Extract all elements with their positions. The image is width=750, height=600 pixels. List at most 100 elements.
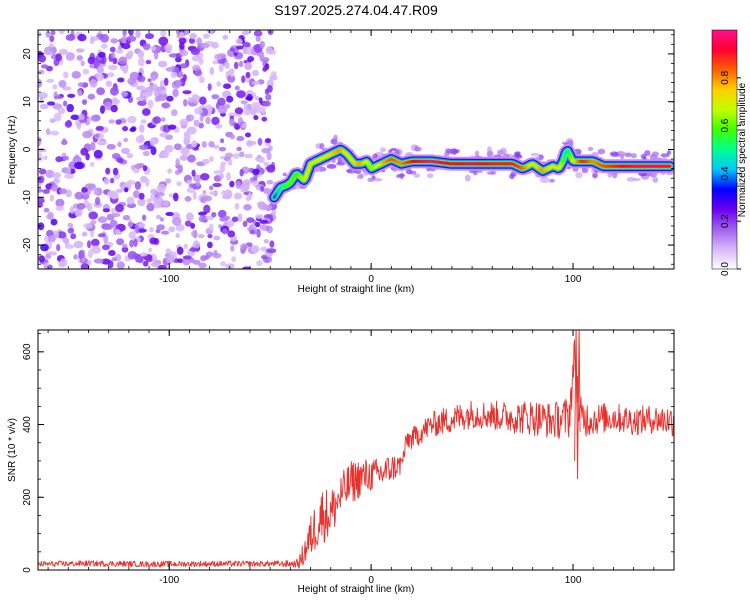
noise-speckle [118,56,128,65]
noise-speckle [198,57,204,66]
noise-speckle [81,231,88,237]
colorbar-tick-label: 0.6 [720,118,731,132]
noise-speckle [47,235,56,243]
ridge-halo [282,172,287,177]
noise-speckle [147,99,154,109]
noise-speckle [156,86,166,91]
noise-speckle [142,108,151,116]
noise-speckle [122,243,128,248]
noise-speckle [174,213,181,218]
noise-speckle [139,124,145,133]
noise-speckle [251,92,257,98]
noise-speckle [74,191,84,200]
noise-speckle [94,197,101,206]
noise-speckle [45,128,51,136]
noise-speckle [191,140,198,148]
noise-speckle [186,212,194,221]
ridge-halo [652,176,659,183]
noise-speckle [185,114,195,122]
noise-speckle [260,185,265,192]
noise-speckle [38,31,42,37]
noise-speckle [233,61,239,70]
noise-speckle [189,247,199,252]
noise-speckle [58,30,65,35]
noise-speckle [111,52,116,59]
noise-speckle [107,260,114,269]
noise-speckle [65,34,76,41]
noise-speckle [134,163,143,170]
noise-speckle [254,96,260,101]
noise-speckle [91,114,101,122]
noise-speckle [157,264,168,269]
noise-speckle [111,153,121,160]
noise-speckle [238,60,244,68]
ridge-halo [390,148,398,151]
noise-speckle [157,60,168,68]
noise-speckle [77,82,84,88]
figure-title: S197.2025.274.04.47.R09 [274,2,438,18]
noise-speckle [154,96,161,102]
noise-speckle [107,64,118,71]
noise-speckle [177,164,183,174]
noise-speckle [200,173,210,181]
noise-speckle [122,30,127,37]
noise-speckle [100,105,105,114]
noise-speckle [111,207,116,214]
noise-speckle [132,190,140,199]
noise-speckle [123,137,128,143]
noise-speckle [104,225,113,230]
noise-speckle [46,78,55,83]
y-tick-label: 0 [22,146,33,152]
noise-speckle [243,204,252,211]
noise-speckle [109,46,116,53]
noise-speckle [153,50,159,60]
noise-speckle [245,62,252,70]
noise-speckle [121,43,131,50]
noise-speckle [184,220,192,227]
noise-speckle [116,261,125,269]
noise-speckle [234,202,240,210]
noise-speckle [179,154,189,161]
ridge-halo [445,148,456,154]
noise-speckle [256,228,261,238]
noise-speckle [49,130,60,136]
noise-speckle [151,74,157,82]
noise-speckle [198,211,207,216]
noise-speckle [182,90,192,95]
noise-speckle [55,198,65,208]
noise-speckle [38,197,45,204]
noise-speckle [144,33,155,40]
noise-speckle [167,124,177,130]
noise-speckle [137,85,143,91]
noise-speckle [70,233,77,240]
colorbar-ticks: 0.0 0.2 0.4 0.6 0.8 [720,70,741,276]
noise-speckle [98,51,106,58]
noise-speckle [214,54,222,61]
y-tick-label: 400 [22,416,33,433]
noise-speckle [97,233,106,238]
x-tick-label: 0 [368,575,374,586]
noise-speckle [101,244,110,251]
noise-speckle [226,95,234,103]
noise-speckle [249,229,256,235]
noise-speckle [87,93,96,100]
noise-speckle [200,42,210,49]
noise-speckle [191,169,196,177]
noise-speckle [193,174,202,182]
noise-speckle [153,199,163,209]
snr-line [38,339,674,569]
noise-speckle [52,172,62,179]
noise-speckle [236,146,242,152]
noise-speckle [93,149,103,159]
noise-speckle [222,34,229,40]
noise-speckle [161,151,170,158]
noise-speckle [245,71,251,79]
noise-speckle [87,56,96,65]
noise-speckle [179,50,189,57]
noise-speckle [128,231,136,240]
noise-speckle [56,244,61,252]
noise-speckle [39,103,49,110]
noise-speckle [108,119,116,124]
